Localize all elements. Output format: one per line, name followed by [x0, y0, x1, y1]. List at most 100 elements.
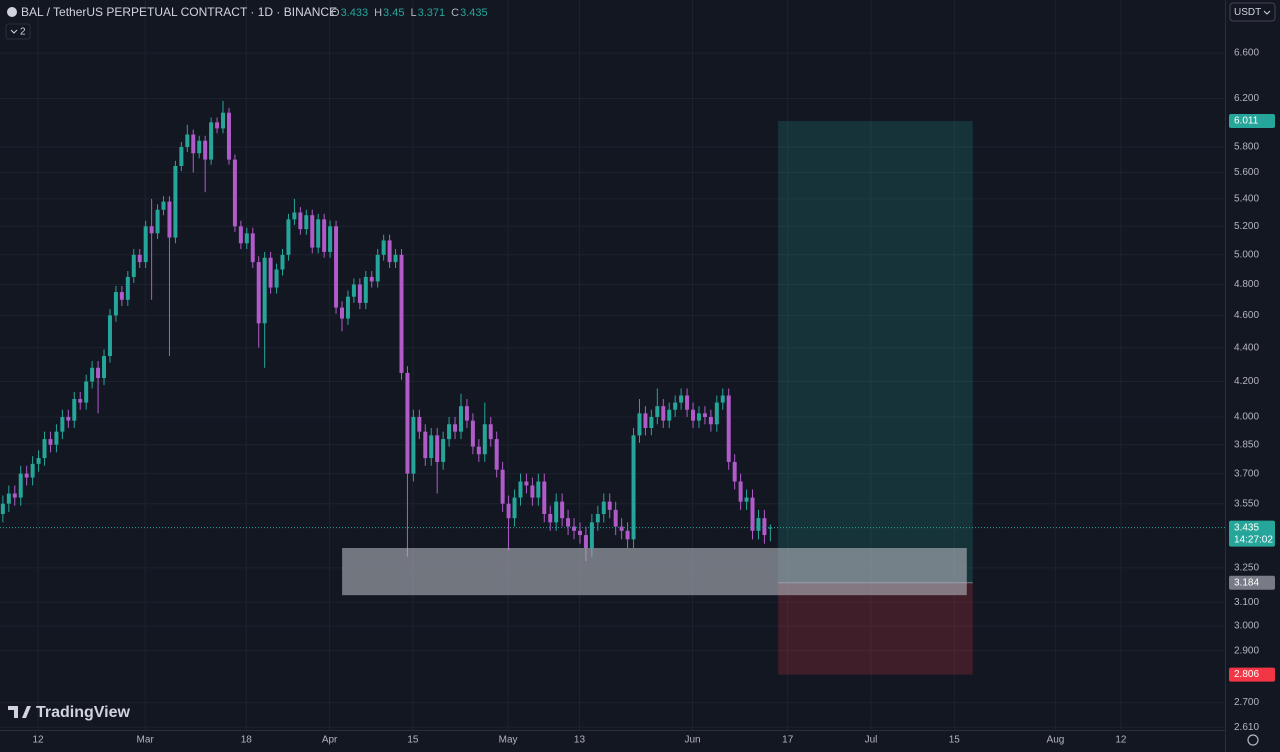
- candle-body: [577, 530, 582, 536]
- y-tick-label: 3.550: [1234, 498, 1259, 509]
- candle-body: [215, 122, 220, 129]
- candle-body: [423, 431, 428, 459]
- candle-body: [149, 226, 154, 234]
- candle-body: [518, 481, 523, 498]
- candle-body: [548, 513, 553, 523]
- ohlc-value: 3.45: [383, 7, 404, 19]
- countdown: 14:27:02: [1234, 534, 1273, 545]
- candle-body: [36, 458, 41, 464]
- candle-body: [631, 435, 636, 540]
- candle-body: [298, 212, 303, 230]
- candle-body: [554, 501, 559, 523]
- x-tick-label: 15: [949, 735, 961, 746]
- candle-body: [328, 226, 333, 252]
- candle-body: [453, 424, 458, 432]
- y-tick-label: 3.000: [1234, 621, 1259, 632]
- candle-body: [137, 254, 142, 263]
- candle-body: [161, 201, 166, 210]
- candle-body: [702, 413, 707, 417]
- candle-body: [595, 513, 600, 523]
- candle-body: [435, 435, 440, 462]
- candle-body: [732, 461, 737, 482]
- candle-body: [762, 518, 767, 536]
- candle-body: [316, 219, 321, 248]
- candle-body: [125, 276, 130, 300]
- candle-body: [744, 497, 749, 502]
- candle-body: [405, 372, 410, 474]
- ohlc-value: 3.433: [341, 7, 369, 19]
- candle-body: [179, 146, 184, 166]
- candle-body: [357, 284, 362, 303]
- candle-body: [572, 526, 577, 531]
- x-tick-label: 12: [1115, 735, 1127, 746]
- candle-body: [399, 254, 404, 373]
- currency-button[interactable]: USDT: [1234, 7, 1261, 18]
- candle-body: [345, 296, 350, 319]
- candle-body: [536, 481, 541, 498]
- candle-body: [560, 501, 565, 519]
- y-tick-label: 4.200: [1234, 376, 1259, 387]
- currency-chevron: [1263, 10, 1271, 15]
- y-tick-label: 4.000: [1234, 412, 1259, 423]
- candle-body: [619, 526, 624, 531]
- candle-body: [286, 219, 291, 255]
- y-tick-label: 4.800: [1234, 279, 1259, 290]
- candle-body: [351, 284, 356, 297]
- candle-body: [512, 497, 517, 519]
- candle-body: [304, 215, 309, 230]
- candle-body: [292, 212, 297, 220]
- candle-body: [726, 395, 731, 462]
- candle-body: [429, 435, 434, 459]
- candle-body: [447, 424, 452, 440]
- candle-body: [583, 535, 588, 548]
- candle-body: [655, 406, 660, 417]
- candle-body: [482, 424, 487, 455]
- x-tick-label: 12: [33, 735, 45, 746]
- ohlc-value: 3.435: [460, 7, 488, 19]
- candle-body: [750, 497, 755, 531]
- x-tick-label: Aug: [1047, 735, 1065, 746]
- candle-body: [738, 481, 743, 502]
- candle-body: [90, 367, 95, 382]
- candle-body: [102, 356, 107, 379]
- candle-body: [500, 469, 505, 504]
- candle-body: [601, 501, 606, 514]
- y-tick-label: 5.200: [1234, 221, 1259, 232]
- candle-body: [566, 518, 571, 527]
- indicator-badge[interactable]: 2: [20, 27, 26, 38]
- symbol-icon: [7, 7, 17, 17]
- candle-body: [18, 473, 23, 498]
- y-tick-label: 5.800: [1234, 142, 1259, 153]
- settings-icon[interactable]: [1247, 734, 1259, 746]
- candle-body: [637, 413, 642, 436]
- stop-price-tag: 2.806: [1234, 669, 1259, 680]
- candle-body: [613, 509, 618, 527]
- candle-body: [54, 431, 59, 445]
- ohlc-label: C: [451, 7, 459, 19]
- candle-body: [369, 276, 374, 282]
- candle-body: [322, 219, 327, 252]
- candle-body: [203, 140, 208, 160]
- y-tick-label: 5.000: [1234, 249, 1259, 260]
- y-tick-label: 5.600: [1234, 167, 1259, 178]
- ohlc-label: H: [374, 7, 382, 19]
- candle-body: [363, 276, 368, 303]
- target-area: [778, 120, 973, 583]
- x-tick-label: Mar: [137, 735, 155, 746]
- candle-body: [524, 481, 529, 486]
- candle-body: [340, 307, 345, 319]
- chart-title: BAL / TetherUS PERPETUAL CONTRACT · 1D ·…: [21, 5, 337, 19]
- x-tick-label: Apr: [322, 735, 338, 746]
- y-tick-label: 6.600: [1234, 48, 1259, 59]
- indicator-badge-bg[interactable]: [5, 23, 31, 40]
- candle-body: [48, 439, 53, 445]
- candle-body: [209, 122, 214, 160]
- candle-body: [42, 439, 47, 459]
- entry-price-tag-bg: [1229, 575, 1275, 590]
- candle-body: [768, 527, 773, 529]
- currency-button-bg[interactable]: [1229, 2, 1276, 22]
- candle-body: [131, 254, 136, 277]
- y-tick-label: 2.700: [1234, 697, 1259, 708]
- ohlc-label: O: [331, 7, 340, 19]
- y-tick-label: 6.200: [1234, 93, 1259, 104]
